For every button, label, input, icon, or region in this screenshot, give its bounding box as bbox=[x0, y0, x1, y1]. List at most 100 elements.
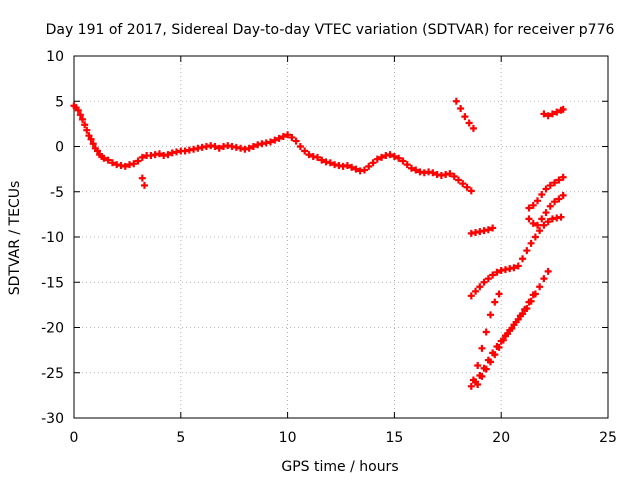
data-point bbox=[525, 215, 533, 223]
data-point bbox=[493, 268, 501, 276]
chart-title: Day 191 of 2017, Sidereal Day-to-day VTE… bbox=[46, 22, 615, 38]
data-point bbox=[390, 152, 398, 160]
y-tick-label: -5 bbox=[50, 185, 64, 201]
data-point bbox=[108, 159, 116, 167]
data-point bbox=[89, 140, 97, 148]
data-point bbox=[548, 110, 556, 118]
data-point bbox=[514, 262, 522, 270]
data-point bbox=[544, 112, 552, 120]
data-point bbox=[267, 138, 275, 146]
data-point bbox=[74, 106, 82, 114]
data-point bbox=[534, 197, 542, 205]
data-point bbox=[540, 221, 548, 229]
data-point bbox=[446, 170, 454, 178]
data-point bbox=[559, 173, 567, 181]
data-point bbox=[467, 382, 475, 390]
data-point bbox=[476, 283, 484, 291]
x-tick-label: 20 bbox=[492, 430, 510, 446]
data-point bbox=[555, 195, 563, 203]
y-axis-label: SDTVAR / TECUs bbox=[7, 181, 23, 296]
data-point bbox=[531, 233, 539, 241]
y-tick-label: 0 bbox=[55, 140, 64, 156]
data-point bbox=[529, 291, 537, 299]
data-point bbox=[360, 166, 368, 174]
data-point bbox=[551, 198, 559, 206]
data-point bbox=[305, 151, 313, 159]
data-point bbox=[121, 162, 129, 170]
data-point bbox=[482, 328, 490, 336]
data-point bbox=[546, 202, 554, 210]
data-point bbox=[343, 162, 351, 170]
data-point bbox=[395, 154, 403, 162]
data-point bbox=[557, 213, 565, 221]
data-point bbox=[461, 113, 469, 121]
data-point bbox=[487, 358, 495, 366]
data-point bbox=[538, 190, 546, 198]
data-point bbox=[104, 156, 112, 164]
data-point bbox=[296, 143, 304, 150]
y-tick-label: -20 bbox=[41, 321, 64, 337]
data-point bbox=[76, 111, 84, 119]
data-point bbox=[378, 153, 386, 161]
data-point bbox=[474, 362, 482, 370]
data-point bbox=[472, 287, 480, 295]
data-point bbox=[284, 131, 292, 139]
data-point bbox=[480, 278, 488, 286]
data-point bbox=[474, 381, 482, 389]
data-point bbox=[553, 108, 561, 116]
data-point bbox=[412, 166, 420, 174]
data-point bbox=[245, 144, 253, 152]
data-point bbox=[542, 209, 550, 217]
data-point bbox=[275, 134, 283, 142]
data-point bbox=[508, 324, 516, 332]
data-point bbox=[484, 226, 492, 234]
data-point bbox=[491, 351, 499, 359]
data-point bbox=[482, 365, 490, 373]
data-point bbox=[529, 219, 537, 227]
data-point bbox=[93, 147, 101, 155]
data-point bbox=[318, 156, 326, 164]
data-point bbox=[487, 311, 495, 319]
data-point bbox=[463, 183, 471, 191]
data-point bbox=[373, 155, 381, 163]
data-point bbox=[529, 201, 537, 209]
data-point bbox=[555, 176, 563, 184]
data-point bbox=[100, 154, 108, 162]
data-point bbox=[249, 143, 257, 150]
y-tick-label: -30 bbox=[41, 411, 64, 427]
x-tick-label: 15 bbox=[385, 430, 403, 446]
data-point bbox=[365, 162, 373, 170]
data-point bbox=[510, 264, 518, 272]
data-point bbox=[465, 119, 473, 127]
data-point bbox=[429, 169, 437, 177]
x-tick-label: 5 bbox=[176, 430, 185, 446]
data-point bbox=[540, 275, 548, 283]
data-point bbox=[467, 187, 475, 195]
data-points bbox=[70, 97, 567, 390]
data-point bbox=[454, 176, 462, 184]
data-point bbox=[211, 143, 219, 150]
data-point bbox=[527, 239, 535, 247]
data-point bbox=[140, 181, 148, 189]
data-point bbox=[538, 215, 546, 223]
data-point bbox=[386, 151, 394, 159]
x-tick-label: 0 bbox=[70, 430, 79, 446]
data-point bbox=[369, 159, 377, 167]
data-point bbox=[87, 135, 95, 143]
data-point bbox=[292, 137, 300, 145]
grid bbox=[74, 56, 608, 418]
data-point bbox=[138, 174, 146, 182]
y-tick-labels: -30 -25 -20 -15 -10 -5 0 5 10 bbox=[41, 49, 64, 427]
data-point bbox=[544, 267, 552, 275]
data-point bbox=[407, 164, 415, 172]
y-tick-label: -10 bbox=[41, 230, 64, 246]
data-point bbox=[459, 180, 467, 188]
data-point bbox=[81, 121, 89, 129]
data-point bbox=[544, 218, 552, 226]
data-point bbox=[499, 336, 507, 344]
data-point bbox=[540, 110, 548, 118]
data-point bbox=[215, 144, 223, 152]
data-point bbox=[348, 163, 356, 171]
data-point bbox=[525, 204, 533, 212]
